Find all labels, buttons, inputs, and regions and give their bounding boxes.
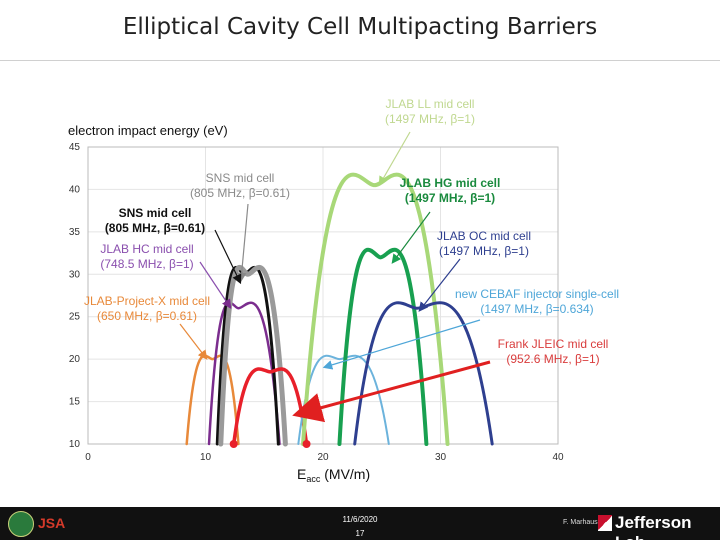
- series-line: [297, 354, 390, 445]
- y-tick-label: 20: [69, 354, 81, 365]
- x-axis-label-unit: (MV/m): [320, 466, 370, 482]
- y-axis-label: electron impact energy (eV): [68, 123, 228, 138]
- y-tick-label: 10: [69, 439, 81, 450]
- x-axis-label: Eacc (MV/m): [297, 466, 370, 484]
- annotation-arrow: [391, 211, 431, 264]
- x-tick-label: 0: [85, 452, 91, 463]
- annotation-arrow: [378, 131, 411, 187]
- series-line: [301, 172, 450, 446]
- slide-header: Elliptical Cavity Cell Multipacting Barr…: [0, 0, 720, 56]
- series-line: [337, 247, 429, 446]
- slide-title: Elliptical Cavity Cell Multipacting Barr…: [122, 14, 598, 40]
- series-label-name: SNS mid cell: [206, 171, 275, 185]
- series-label-params: (1497 MHz, β=1): [385, 112, 475, 126]
- annotation-arrow: [418, 258, 461, 312]
- footer-date-page: 11/6/2020 17: [330, 513, 390, 541]
- x-tick-label: 30: [435, 452, 447, 463]
- footer-date: 11/6/2020: [342, 515, 378, 524]
- series-label-name: JLAB OC mid cell: [437, 229, 531, 243]
- series-line: [207, 301, 281, 446]
- series-label-name: JLAB HG mid cell: [400, 176, 501, 190]
- y-tick-label: 45: [69, 142, 81, 153]
- series-label-params: (952.6 MHz, β=1): [506, 352, 599, 366]
- jlab-mark-icon: [598, 515, 612, 531]
- series-line: [353, 301, 494, 446]
- series-label-params: (1497 MHz, β=1): [405, 191, 495, 205]
- series-label-params: (1497 MHz, β=0.634): [480, 302, 593, 316]
- slide-footer: JSA 11/6/2020 17 F. Marhauser Jefferson …: [0, 507, 720, 552]
- jsa-logo: JSA: [38, 515, 66, 531]
- series-label-params: (650 MHz, β=0.61): [97, 309, 197, 323]
- series-label-name: new CEBAF injector single-cell: [455, 287, 619, 301]
- x-tick-label: 10: [200, 452, 212, 463]
- x-tick-label: 20: [317, 452, 329, 463]
- series-label-params: (805 MHz, β=0.61): [105, 221, 205, 235]
- series-label-name: JLAB LL mid cell: [386, 97, 475, 111]
- series-line: [231, 367, 309, 446]
- series-label-name: JLAB-Project-X mid cell: [84, 294, 210, 308]
- y-tick-label: 15: [69, 397, 81, 408]
- y-tick-label: 30: [69, 269, 81, 280]
- annotation-arrow: [214, 229, 242, 285]
- series-label-name: JLAB HC mid cell: [100, 242, 193, 256]
- series-line: [185, 354, 240, 446]
- series-label-params: (805 MHz, β=0.61): [190, 186, 290, 200]
- series-label-name: SNS mid cell: [119, 206, 192, 220]
- x-axis-label-main: E: [297, 466, 306, 482]
- series-label-params: (748.5 MHz, β=1): [100, 257, 193, 271]
- plot-frame: [87, 146, 559, 445]
- x-tick-label: 40: [552, 452, 564, 463]
- chart-curves: [185, 172, 494, 448]
- footer-author: F. Marhauser: [563, 519, 604, 526]
- footer-page-number: 17: [355, 529, 365, 538]
- series-endpoint-marker: [302, 440, 311, 448]
- x-axis-label-sub: acc: [306, 474, 321, 484]
- annotation-arrow: [199, 261, 232, 309]
- doe-seal-icon: [8, 511, 34, 537]
- annotation-arrow: [179, 323, 208, 360]
- series-label-params: (1497 MHz, β=1): [439, 244, 529, 258]
- y-tick-label: 40: [69, 184, 81, 195]
- annotation-arrow: [236, 203, 249, 283]
- chart-axes: 0 10 20 30 40 10 15 20 25 30 35 40 45: [69, 142, 564, 463]
- title-divider: [0, 60, 720, 61]
- y-tick-label: 25: [69, 312, 81, 323]
- annotation-arrow: [292, 360, 491, 423]
- series-label-name: Frank JLEIC mid cell: [498, 337, 609, 351]
- jefferson-lab-logo: Jefferson Lab: [615, 513, 692, 552]
- series-endpoint-marker: [229, 440, 238, 448]
- chart-labels: SNS mid cell(805 MHz, β=0.61)SNS mid cel…: [84, 97, 619, 423]
- y-tick-label: 35: [69, 227, 81, 238]
- annotation-arrow: [322, 319, 481, 370]
